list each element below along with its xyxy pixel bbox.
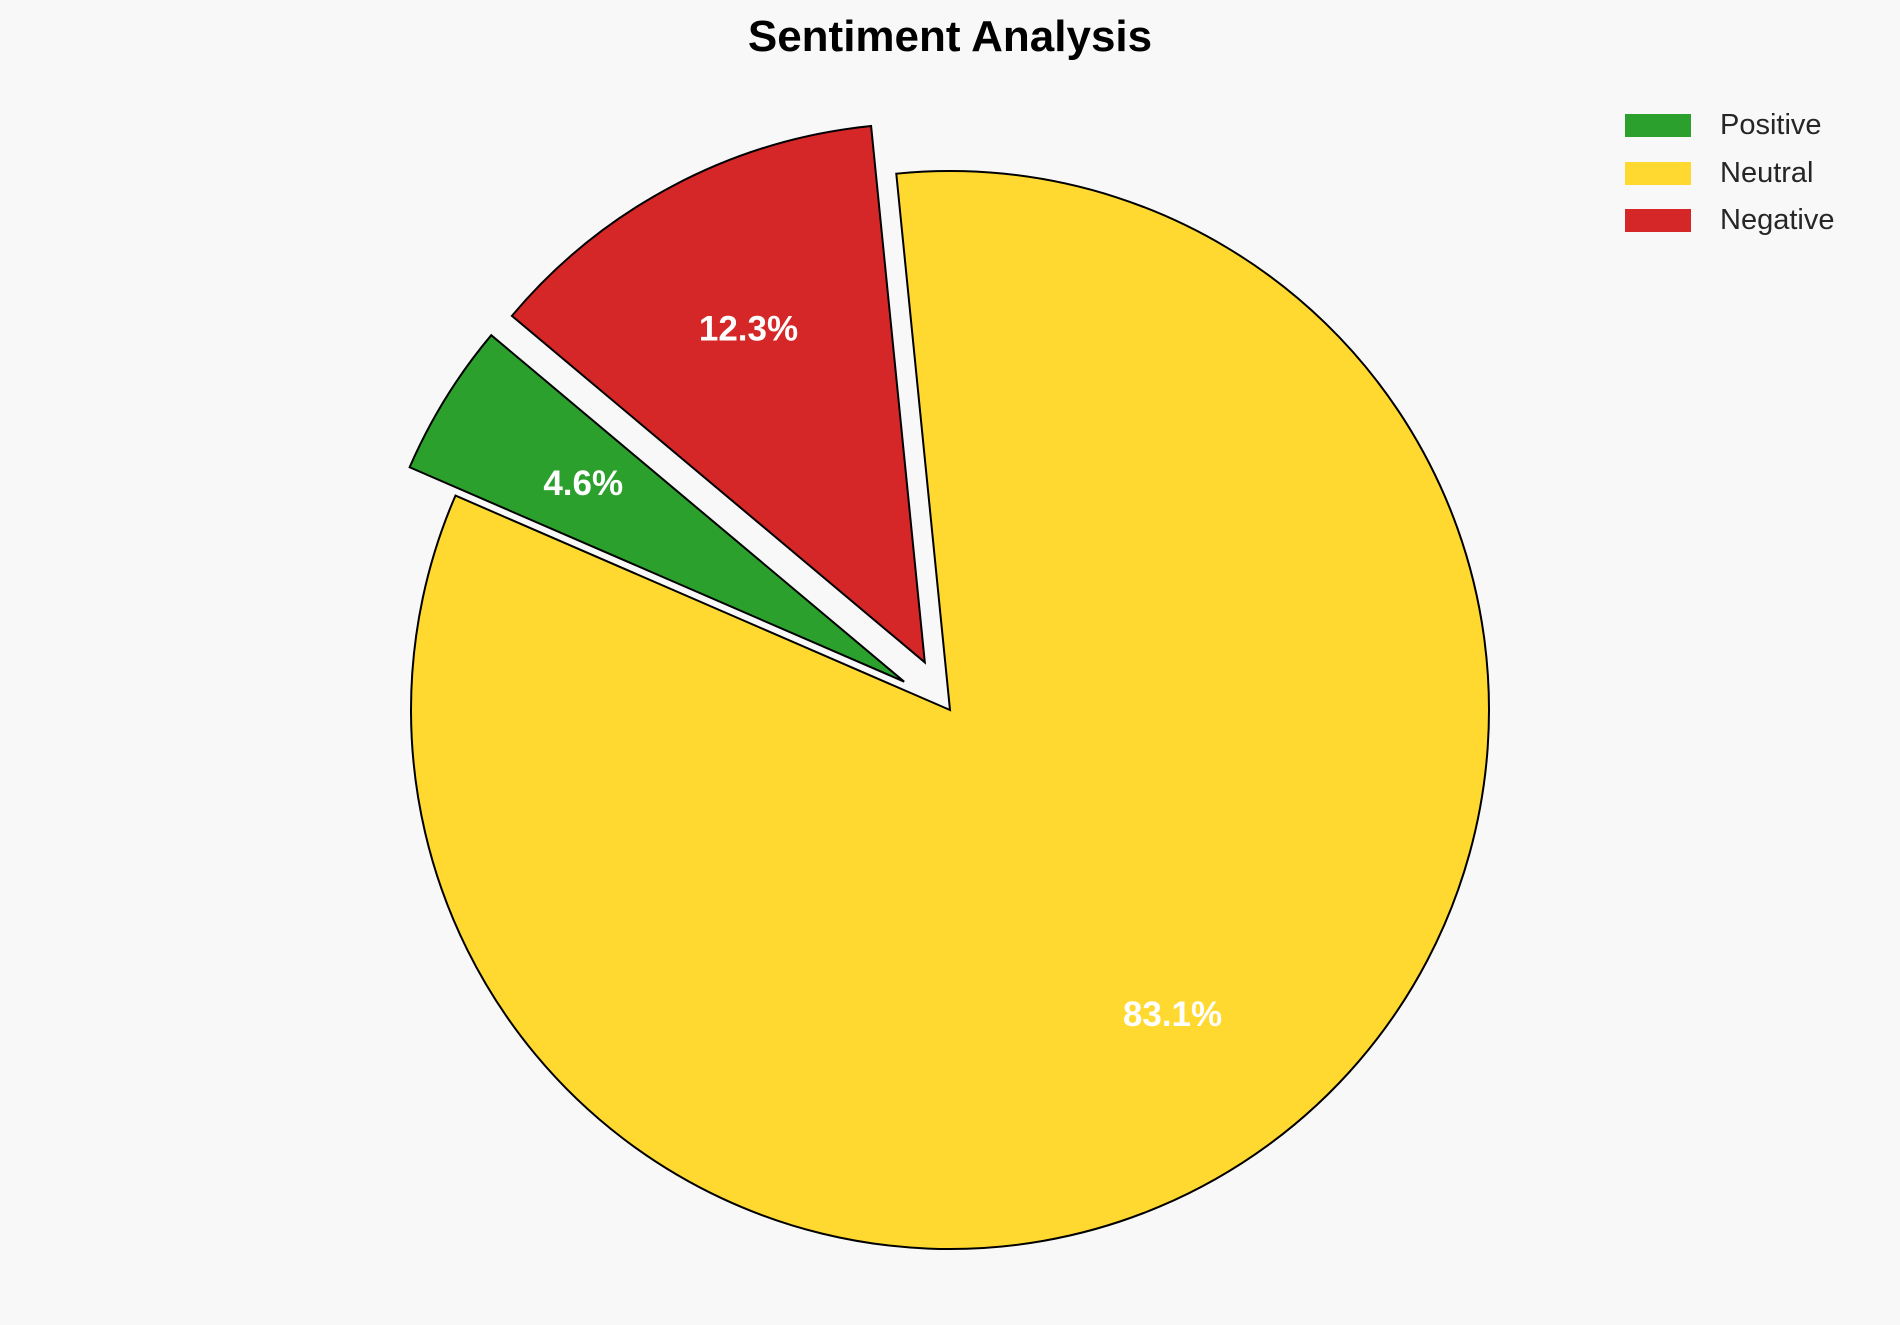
pct-label-negative: 12.3% — [699, 309, 798, 348]
legend-label-neutral: Neutral — [1720, 156, 1814, 189]
pie-slice-negative — [510, 124, 927, 665]
legend-swatch-positive — [1625, 114, 1691, 138]
pct-label-positive: 4.6% — [543, 464, 623, 503]
legend: Positive Neutral Negative — [1625, 102, 1834, 245]
pie-slice-positive — [408, 333, 905, 683]
legend-label-positive: Positive — [1720, 109, 1822, 142]
legend-swatch-negative — [1625, 209, 1691, 233]
pct-label-neutral: 83.1% — [1123, 995, 1222, 1034]
chart-title: Sentiment Analysis — [747, 12, 1153, 61]
legend-swatch-neutral — [1625, 161, 1691, 185]
legend-item-positive: Positive — [1625, 102, 1834, 150]
pie-slice-neutral — [410, 170, 1490, 1250]
legend-label-negative: Negative — [1720, 204, 1835, 237]
legend-item-negative: Negative — [1625, 197, 1834, 245]
legend-item-neutral: Neutral — [1625, 150, 1834, 198]
